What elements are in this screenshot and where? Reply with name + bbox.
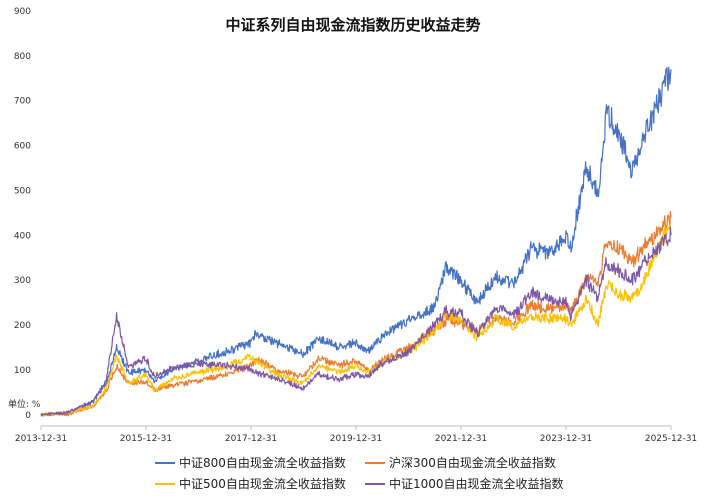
legend-label: 中证1000自由现金流全收益指数: [389, 476, 564, 491]
y-tick-label: 200: [14, 321, 31, 331]
unit-label: 单位: %: [8, 398, 41, 410]
y-tick-label: 400: [14, 231, 31, 241]
series-line: [40, 226, 672, 417]
series-line: [40, 66, 672, 417]
x-tick-label: 2023-12-31: [540, 434, 592, 444]
series-line: [40, 210, 672, 417]
x-tick-label: 2025-12-31: [645, 434, 697, 444]
y-tick-label: 500: [14, 186, 31, 196]
series-line: [40, 221, 672, 417]
y-tick-label: 700: [14, 97, 31, 107]
y-tick-label: 800: [14, 52, 31, 62]
chart-title: 中证系列自由现金流指数历史收益走势: [225, 16, 480, 34]
legend: 中证800自由现金流全收益指数 沪深300自由现金流全收益指数中证500自由现金流…: [155, 455, 564, 491]
x-tick-label: 2013-12-31: [15, 434, 67, 444]
y-axis: 0 100 200 300 400 500 600 700 800 900: [14, 7, 31, 421]
x-tick-label: 2015-12-31: [120, 434, 172, 444]
x-tick-label: 2021-12-31: [435, 434, 487, 444]
plot-area: [40, 66, 672, 417]
legend-label: 沪深300自由现金流全收益指数: [389, 455, 556, 470]
x-axis: 2013-12-31 2015-12-31 2017-12-31 2019-12-31…: [15, 426, 697, 444]
y-tick-label: 0: [25, 411, 31, 421]
legend-label: 中证500自由现金流全收益指数: [179, 476, 346, 491]
y-tick-label: 300: [14, 276, 31, 286]
y-tick-label: 900: [14, 7, 31, 17]
x-tick-label: 2019-12-31: [330, 434, 382, 444]
y-tick-label: 100: [14, 366, 31, 376]
x-tick-label: 2017-12-31: [225, 434, 277, 444]
legend-label: 中证800自由现金流全收益指数: [179, 455, 346, 470]
y-tick-label: 600: [14, 142, 31, 152]
